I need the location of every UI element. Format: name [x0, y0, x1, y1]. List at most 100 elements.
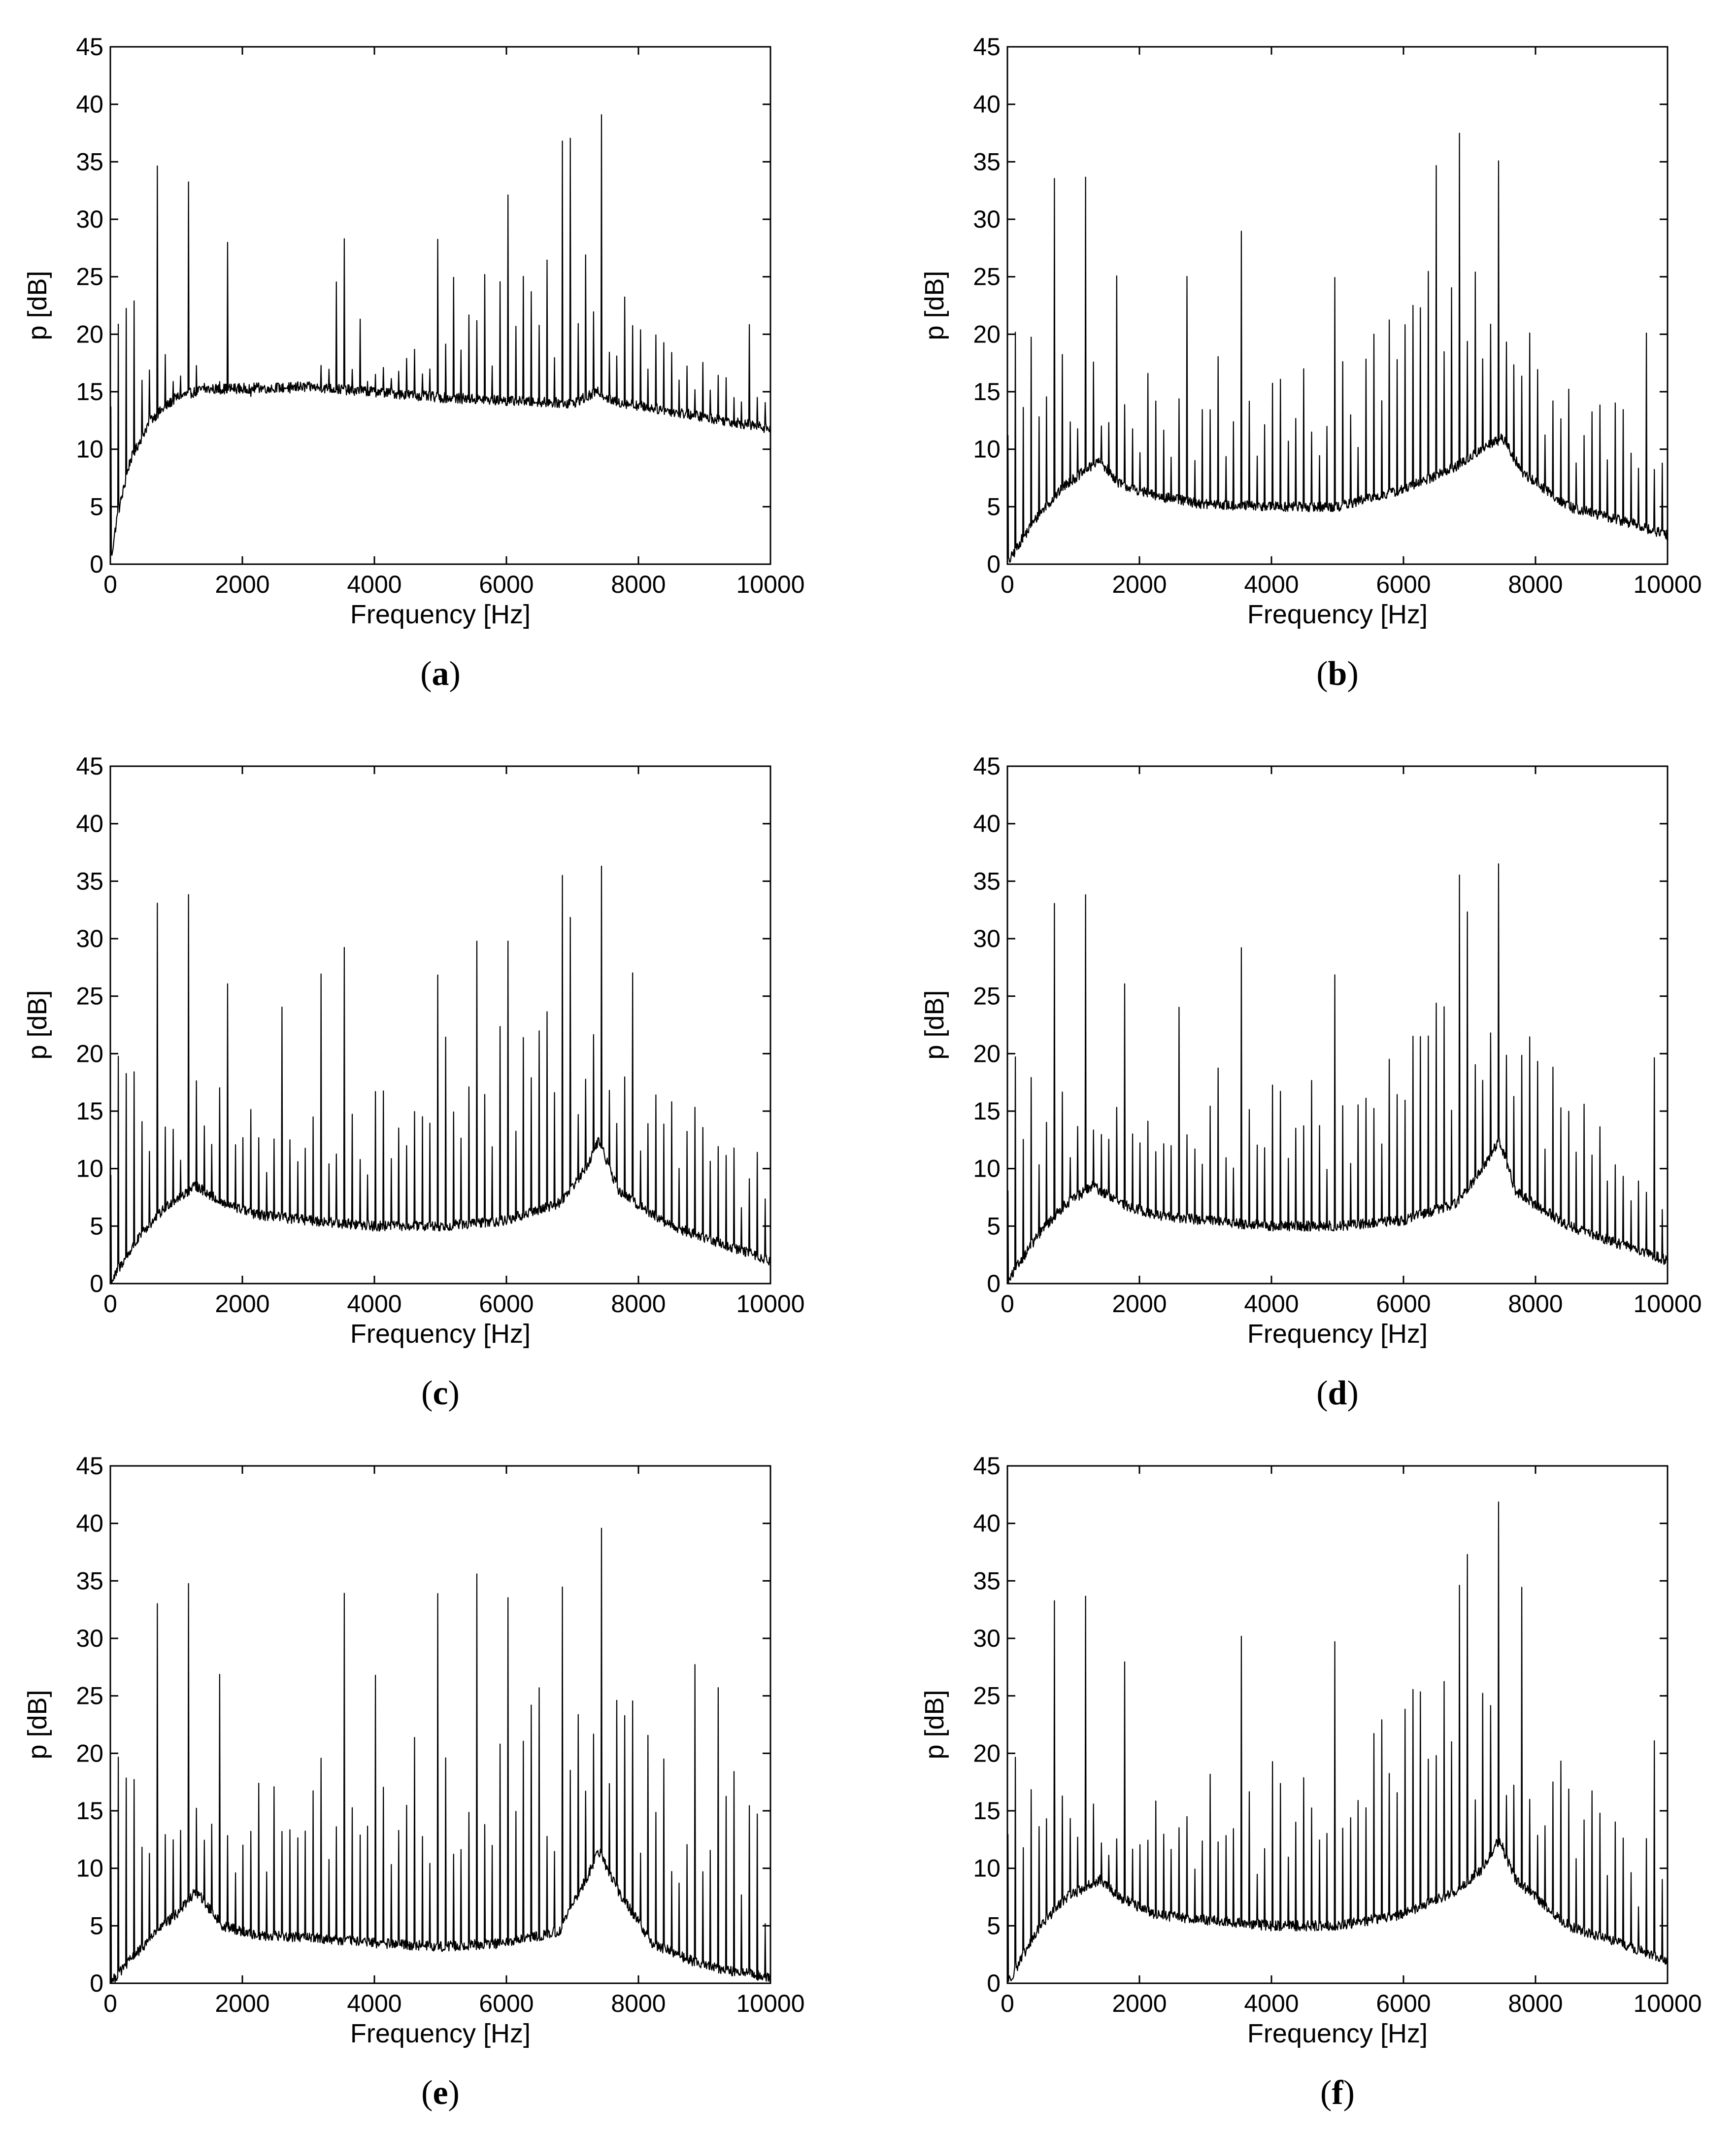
x-axis-label: Frequency [Hz]: [1247, 600, 1428, 629]
y-tick-label: 10: [973, 436, 1001, 463]
panel-letter: e: [433, 2074, 448, 2112]
x-tick-label: 4000: [347, 571, 401, 598]
y-tick-label: 0: [987, 1270, 1001, 1297]
y-tick-label: 30: [973, 925, 1001, 952]
x-axis-label: Frequency [Hz]: [350, 1319, 531, 1349]
y-tick-label: 15: [973, 378, 1001, 406]
y-tick-label: 45: [76, 1452, 103, 1480]
y-tick-label: 0: [90, 550, 103, 578]
x-tick-label: 6000: [1376, 1290, 1431, 1318]
x-tick-label: 8000: [611, 1990, 666, 2017]
y-tick-label: 40: [76, 810, 103, 838]
y-axis-label: p [dB]: [23, 1690, 52, 1759]
y-tick-label: 45: [973, 752, 1001, 780]
y-tick-label: 10: [76, 436, 103, 463]
y-axis-label: p [dB]: [920, 271, 949, 340]
y-tick-label: 0: [987, 550, 1001, 578]
y-tick-label: 20: [973, 1040, 1001, 1067]
y-tick-label: 35: [76, 867, 103, 895]
x-tick-label: 4000: [1244, 1290, 1299, 1318]
y-tick-label: 5: [987, 1212, 1001, 1240]
plot-frame: [1006, 765, 1669, 1285]
y-axis-label: p [dB]: [23, 271, 52, 340]
x-tick-label: 2000: [215, 571, 269, 598]
chart-panel-b: 0 5 10 15 20 25 30 35 40 45 0 2000 4000 6000 8000 10000…: [920, 33, 1702, 693]
panel-caption: (a): [420, 655, 461, 693]
y-tick-label: 10: [76, 1155, 103, 1183]
y-tick-label: 35: [973, 1567, 1001, 1594]
x-tick-label: 0: [103, 1990, 117, 2017]
x-tick-label: 8000: [1508, 571, 1563, 598]
y-tick-label: 15: [76, 1797, 103, 1825]
y-tick-label: 40: [76, 91, 103, 118]
panel-caption: (c): [421, 1374, 460, 1412]
y-tick-label: 10: [973, 1855, 1001, 1882]
x-tick-label: 10000: [736, 1990, 804, 2017]
y-tick-label: 20: [76, 1040, 103, 1067]
y-tick-label: 0: [90, 1270, 103, 1297]
panel-caption: (d): [1316, 1374, 1359, 1412]
y-tick-label: 30: [76, 1625, 103, 1652]
chart-panel-f: 0 5 10 15 20 25 30 35 40 45 0 2000 4000 6000 8000 10000…: [920, 1452, 1702, 2112]
y-tick-label: 0: [90, 1969, 103, 1997]
x-tick-label: 0: [103, 571, 117, 598]
y-tick-label: 25: [973, 983, 1001, 1010]
y-tick-label: 15: [76, 1097, 103, 1125]
x-tick-label: 6000: [479, 1990, 534, 2017]
x-tick-label: 2000: [215, 1990, 269, 2017]
y-tick-label: 10: [76, 1855, 103, 1882]
x-tick-label: 6000: [1376, 1990, 1431, 2017]
x-tick-label: 0: [103, 1290, 117, 1318]
panel-letter: c: [433, 1374, 448, 1412]
y-tick-label: 25: [76, 1682, 103, 1710]
y-tick-label: 30: [973, 205, 1001, 233]
y-tick-label: 15: [973, 1797, 1001, 1825]
y-tick-label: 45: [973, 33, 1001, 61]
x-tick-label: 6000: [1376, 571, 1431, 598]
chart-panel-c: 0 5 10 15 20 25 30 35 40 45 0 2000 4000 6000 8000 10000…: [23, 752, 805, 1412]
x-tick-label: 4000: [1244, 1990, 1299, 2017]
y-tick-label: 30: [76, 205, 103, 233]
y-tick-label: 30: [973, 1625, 1001, 1652]
x-tick-label: 10000: [1633, 1990, 1702, 2017]
panel-caption: (b): [1316, 655, 1359, 693]
y-tick-label: 40: [76, 1510, 103, 1537]
y-axis-label: p [dB]: [23, 990, 52, 1059]
y-tick-label: 25: [973, 263, 1001, 291]
y-tick-label: 40: [973, 91, 1001, 118]
x-tick-label: 2000: [1112, 1990, 1167, 2017]
spectrum-line-d: [1006, 863, 1669, 1285]
plot-frame: [109, 46, 771, 565]
chart-panel-e: 0 5 10 15 20 25 30 35 40 45 0 2000 4000 6000 8000 10000…: [23, 1452, 805, 2112]
x-tick-label: 10000: [1633, 1290, 1702, 1318]
plot-frame: [109, 1465, 771, 1984]
panel-letter: d: [1328, 1374, 1347, 1412]
y-tick-label: 25: [973, 1682, 1001, 1710]
spectrum-line-f: [1006, 1501, 1669, 1982]
y-tick-label: 40: [973, 810, 1001, 838]
y-tick-label: 35: [76, 148, 103, 175]
y-axis-label: p [dB]: [920, 1690, 949, 1759]
y-tick-label: 20: [76, 320, 103, 348]
y-tick-label: 25: [76, 983, 103, 1010]
spectrum-line-b: [1006, 133, 1669, 565]
x-tick-label: 10000: [736, 1290, 804, 1318]
x-tick-label: 4000: [347, 1290, 401, 1318]
y-tick-label: 35: [973, 148, 1001, 175]
y-tick-label: 5: [90, 493, 103, 520]
y-tick-label: 20: [76, 1739, 103, 1767]
x-tick-label: 2000: [215, 1290, 269, 1318]
plot-frame: [1006, 1465, 1669, 1984]
spectrum-line-c: [109, 865, 771, 1285]
x-tick-label: 0: [1001, 571, 1014, 598]
y-tick-label: 35: [76, 1567, 103, 1594]
x-axis-label: Frequency [Hz]: [1247, 1319, 1428, 1349]
y-tick-label: 45: [76, 33, 103, 61]
x-tick-label: 6000: [479, 571, 534, 598]
y-tick-label: 5: [90, 1912, 103, 1939]
panel-caption: (e): [421, 2074, 460, 2112]
panel-letter: b: [1328, 655, 1347, 693]
x-tick-label: 2000: [1112, 1290, 1167, 1318]
x-tick-label: 8000: [1508, 1290, 1563, 1318]
